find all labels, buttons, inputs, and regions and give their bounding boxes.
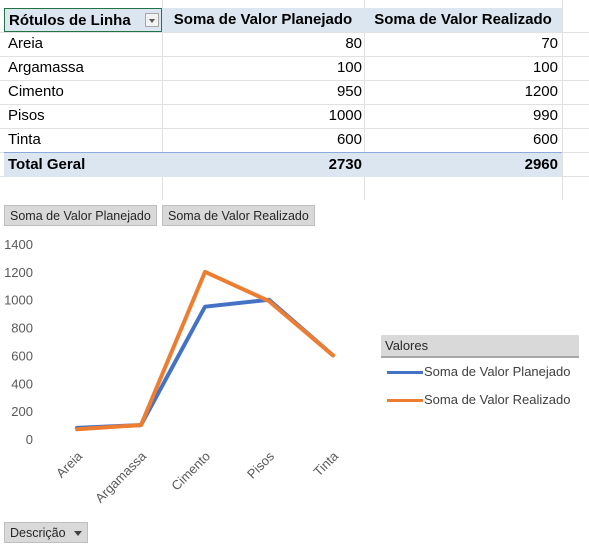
legend-item-realizado[interactable]: Soma de Valor Realizado [381,386,579,414]
planejado-value[interactable]: 600 [336,131,362,148]
x-tick-label: Cimento [168,449,213,494]
realizado-value[interactable]: 1200 [524,83,558,100]
legend-label-planejado: Soma de Valor Planejado [424,364,571,379]
chevron-down-icon[interactable] [73,531,82,537]
pivot-table: Rótulos de Linha Soma de Valor Planejado… [4,8,562,177]
pivot-row: Areia 80 70 [4,32,562,56]
pivot-row: Cimento 950 1200 [4,80,562,104]
planejado-value[interactable]: 1000 [328,107,362,124]
row-labels-header[interactable]: Rótulos de Linha [4,8,162,32]
value-field-button-realizado[interactable]: Soma de Valor Realizado [162,205,315,226]
pivot-row: Tinta 600 600 [4,128,562,152]
y-tick-label: 600 [11,348,33,363]
pivot-row: Pisos 1000 990 [4,104,562,128]
row-label[interactable]: Tinta [8,131,41,148]
axis-field-label: Descrição [10,526,66,540]
row-label[interactable]: Pisos [8,107,45,124]
grand-total-realizado[interactable]: 2960 [524,156,558,173]
y-tick-label: 800 [11,321,33,336]
legend-item-planejado[interactable]: Soma de Valor Planejado [381,358,579,386]
legend-label-realizado: Soma de Valor Realizado [424,392,571,407]
realizado-value[interactable]: 990 [532,107,558,124]
realizado-value[interactable]: 100 [532,59,558,76]
y-tick-label: 0 [26,432,33,447]
x-tick-label: Areia [53,448,86,481]
y-tick-label: 200 [11,404,33,419]
series-line-planejado [75,297,335,430]
realizado-header[interactable]: Soma de Valor Realizado [374,11,552,28]
row-labels-header-text: Rótulos de Linha [9,12,131,29]
x-tick-label: Argamassa [92,448,150,506]
row-label[interactable]: Argamassa [8,59,84,76]
grand-total-row: Total Geral 2730 2960 [4,152,562,177]
y-tick-label: 1000 [4,293,33,308]
grand-total-planejado[interactable]: 2730 [328,156,362,173]
planejado-value[interactable]: 100 [336,59,362,76]
realizado-value[interactable]: 600 [532,131,558,148]
y-tick-label: 1400 [4,237,33,252]
planejado-value[interactable]: 80 [345,35,362,52]
y-tick-label: 1200 [4,265,33,280]
planejado-value[interactable]: 950 [336,83,362,100]
y-tick-label: 400 [11,376,33,391]
legend-line-planejado [387,371,423,374]
planejado-header[interactable]: Soma de Valor Planejado [173,11,353,28]
row-label[interactable]: Areia [8,35,44,52]
chart-legend[interactable]: Valores Soma de Valor Planejado Soma de … [381,335,579,414]
pivot-row: Argamassa 100 100 [4,56,562,80]
legend-line-realizado [387,399,423,402]
x-tick-label: Tinta [310,448,341,479]
filter-dropdown-icon[interactable] [145,13,159,27]
grand-total-label[interactable]: Total Geral [8,156,86,173]
realizado-value[interactable]: 70 [541,35,558,52]
series-line-realizado [75,269,335,432]
pivot-header-row: Rótulos de Linha Soma de Valor Planejado… [4,8,562,32]
axis-field-button-descricao[interactable]: Descrição [4,522,88,543]
x-tick-label: Pisos [244,448,277,481]
legend-title: Valores [381,335,579,358]
row-label[interactable]: Cimento [8,83,64,100]
value-field-button-planejado[interactable]: Soma de Valor Planejado [4,205,157,226]
line-chart[interactable]: 0 200 400 600 800 1000 1200 1400 Areia Argamassa C… [0,230,370,520]
